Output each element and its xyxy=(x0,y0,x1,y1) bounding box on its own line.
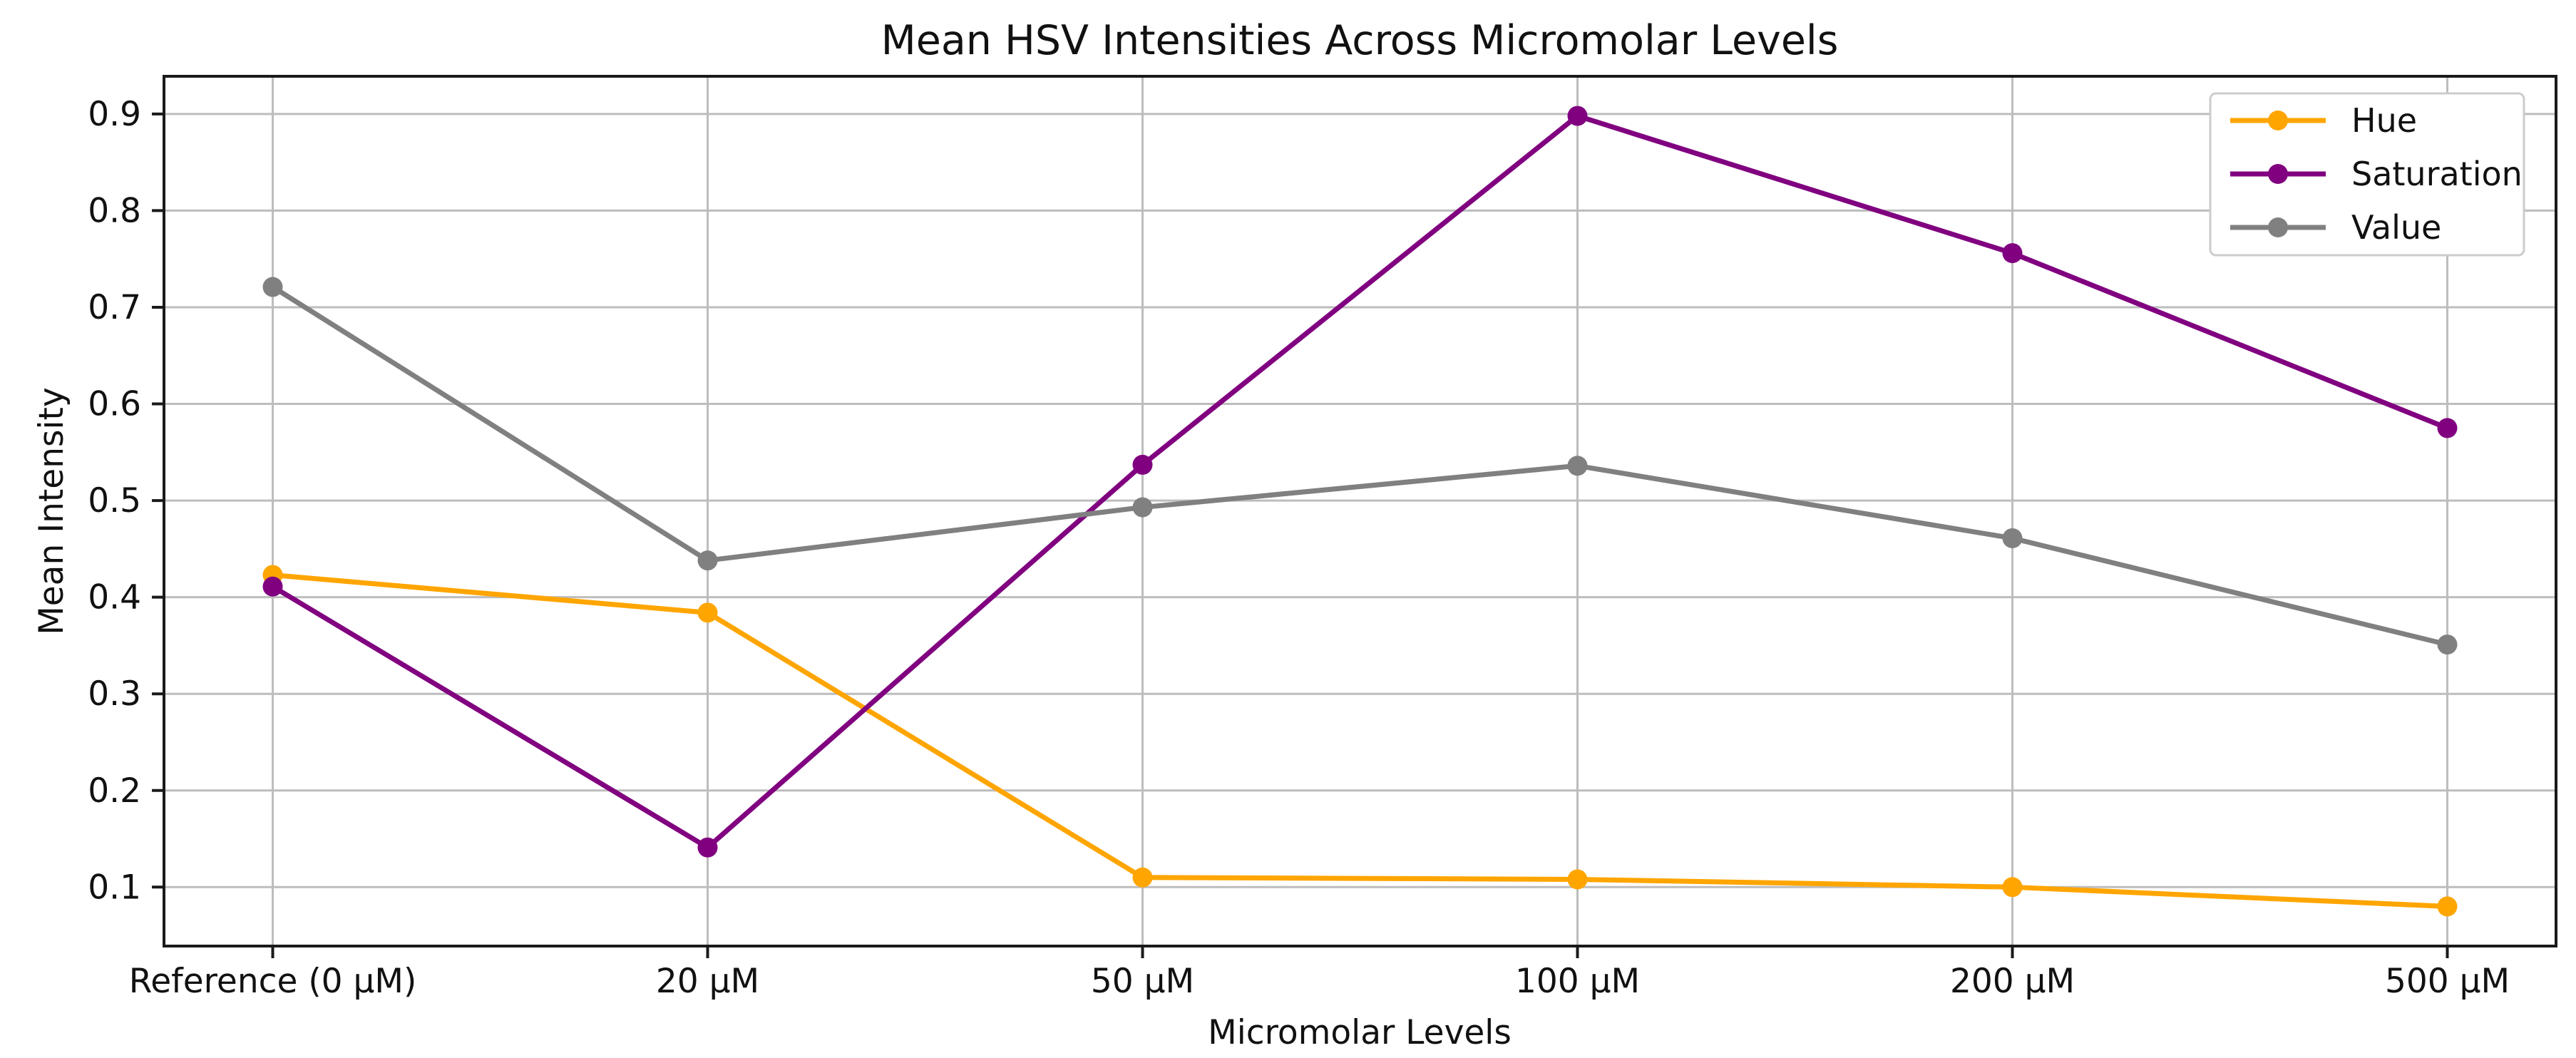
grid-layer xyxy=(164,76,2556,946)
x-axis-label: Micromolar Levels xyxy=(1208,1013,1512,1052)
series-marker-saturation xyxy=(697,837,718,858)
legend-marker-icon xyxy=(2268,111,2288,130)
x-tick-label: 200 μM xyxy=(1950,962,2075,1001)
series-line-saturation xyxy=(270,113,2450,851)
plot-border xyxy=(163,75,2557,947)
legend-item-label: Value xyxy=(2351,208,2441,247)
legend-layer: Hue Saturation Value xyxy=(2209,92,2525,257)
series-marker-value xyxy=(2002,528,2023,548)
legend-marker-icon xyxy=(2268,164,2288,184)
y-tick-label: 0.4 xyxy=(88,578,141,617)
legend-item-label: Hue xyxy=(2351,101,2417,140)
series-line-hue xyxy=(270,572,2450,909)
y-axis-label: Mean Intensity xyxy=(32,387,71,635)
series-marker-value xyxy=(1132,497,1153,518)
x-tick-label: 20 μM xyxy=(656,962,759,1001)
series-marker-value xyxy=(2437,635,2458,655)
series-marker-value xyxy=(697,550,718,571)
y-tick-label: 0.2 xyxy=(88,771,141,811)
axes-layer: 0.1 0.2 0.3 0.4 0.5 0.6 0.7 0.8 0.9 Reference (0 … xyxy=(88,75,2557,1001)
legend-marker-icon xyxy=(2268,217,2288,237)
series-marker-hue xyxy=(697,602,718,623)
y-tick-label: 0.3 xyxy=(88,674,141,714)
y-tick-label: 0.5 xyxy=(88,481,141,520)
x-tick-label: Reference (0 μM) xyxy=(129,962,417,1001)
x-tick-label: 50 μM xyxy=(1091,962,1194,1001)
y-tick-label: 0.9 xyxy=(88,95,141,134)
series-marker-value xyxy=(1567,456,1588,476)
y-tick-label: 0.8 xyxy=(88,191,141,230)
series-marker-hue xyxy=(2437,896,2458,917)
chart-title: Mean HSV Intensities Across Micromolar L… xyxy=(881,17,1839,64)
y-tick-label: 0.1 xyxy=(88,868,141,907)
y-tick-label: 0.6 xyxy=(88,385,141,424)
x-tick-label: 100 μM xyxy=(1515,962,1640,1001)
y-tick-label: 0.7 xyxy=(88,288,141,327)
x-tick-label: 500 μM xyxy=(2385,962,2510,1001)
series-marker-saturation xyxy=(1567,106,1588,126)
series-layer xyxy=(262,106,2458,917)
series-marker-hue xyxy=(1132,867,1153,888)
legend-box xyxy=(2209,92,2525,257)
series-marker-value xyxy=(262,277,283,297)
series-marker-hue xyxy=(2002,877,2023,898)
series-marker-hue xyxy=(1567,869,1588,890)
series-marker-saturation xyxy=(262,576,283,597)
series-marker-saturation xyxy=(2002,243,2023,264)
legend-item-label: Saturation xyxy=(2351,155,2523,193)
series-marker-saturation xyxy=(2437,418,2458,438)
series-marker-saturation xyxy=(1132,454,1153,475)
series-line-value xyxy=(270,284,2450,647)
